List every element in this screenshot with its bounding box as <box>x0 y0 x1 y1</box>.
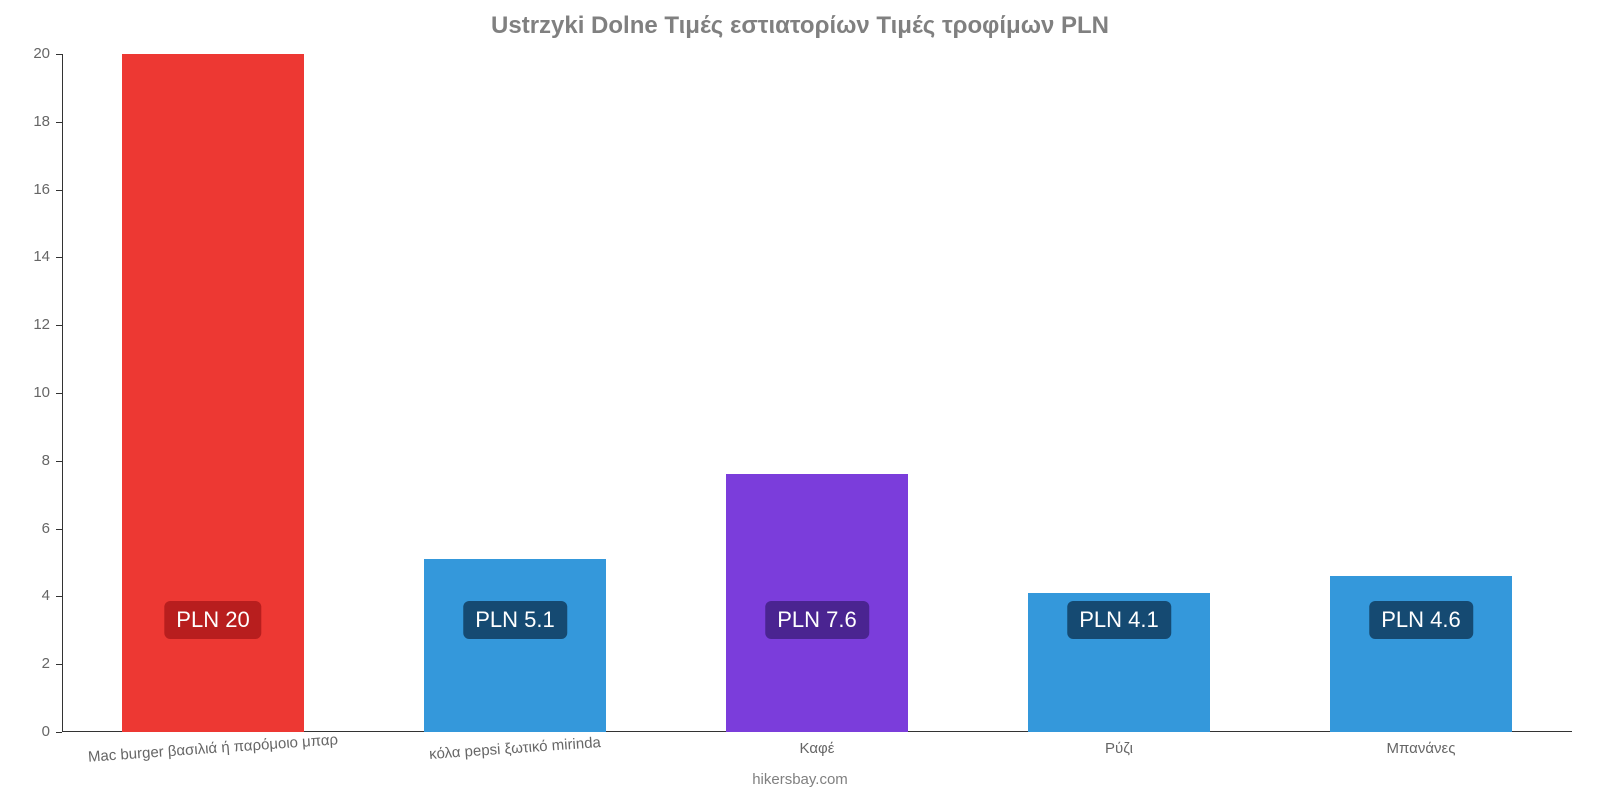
y-tick <box>56 732 62 733</box>
bar-value-label: PLN 7.6 <box>765 601 869 639</box>
y-tick-label: 8 <box>10 452 50 469</box>
bar-value-label: PLN 5.1 <box>463 601 567 639</box>
y-tick <box>56 257 62 258</box>
y-axis <box>62 54 63 732</box>
chart-title: Ustrzyki Dolne Τιμές εστιατορίων Τιμές τ… <box>0 12 1600 40</box>
y-tick <box>56 190 62 191</box>
y-tick-label: 2 <box>10 655 50 672</box>
y-tick-label: 10 <box>10 384 50 401</box>
y-tick <box>56 596 62 597</box>
x-category-label: Ρύζι <box>1105 740 1133 757</box>
y-tick-label: 16 <box>10 181 50 198</box>
x-category-label: κόλα pepsi ξωτικό mirinda <box>429 734 602 763</box>
y-tick <box>56 664 62 665</box>
bar-value-label: PLN 20 <box>164 601 261 639</box>
y-tick <box>56 122 62 123</box>
y-tick <box>56 529 62 530</box>
y-tick-label: 20 <box>10 45 50 62</box>
plot-area: 0 2 4 6 8 10 12 14 16 18 20 PLN 20 PLN 5… <box>62 54 1572 732</box>
y-tick-label: 0 <box>10 723 50 740</box>
y-tick-label: 14 <box>10 248 50 265</box>
y-tick <box>56 393 62 394</box>
x-category-label: Καφέ <box>800 740 835 757</box>
y-tick <box>56 325 62 326</box>
y-tick-label: 12 <box>10 316 50 333</box>
y-tick-label: 4 <box>10 587 50 604</box>
bar <box>424 559 605 732</box>
bar <box>1330 576 1511 732</box>
y-tick <box>56 54 62 55</box>
y-tick <box>56 461 62 462</box>
y-tick-label: 18 <box>10 113 50 130</box>
x-category-label: Mac burger βασιλιά ή παρόμοιο μπαρ <box>87 731 338 765</box>
x-category-label: Μπανάνες <box>1387 740 1456 757</box>
y-tick-label: 6 <box>10 520 50 537</box>
attribution-text: hikersbay.com <box>0 771 1600 788</box>
bar-value-label: PLN 4.6 <box>1369 601 1473 639</box>
chart-container: Ustrzyki Dolne Τιμές εστιατορίων Τιμές τ… <box>0 0 1600 800</box>
bar-value-label: PLN 4.1 <box>1067 601 1171 639</box>
